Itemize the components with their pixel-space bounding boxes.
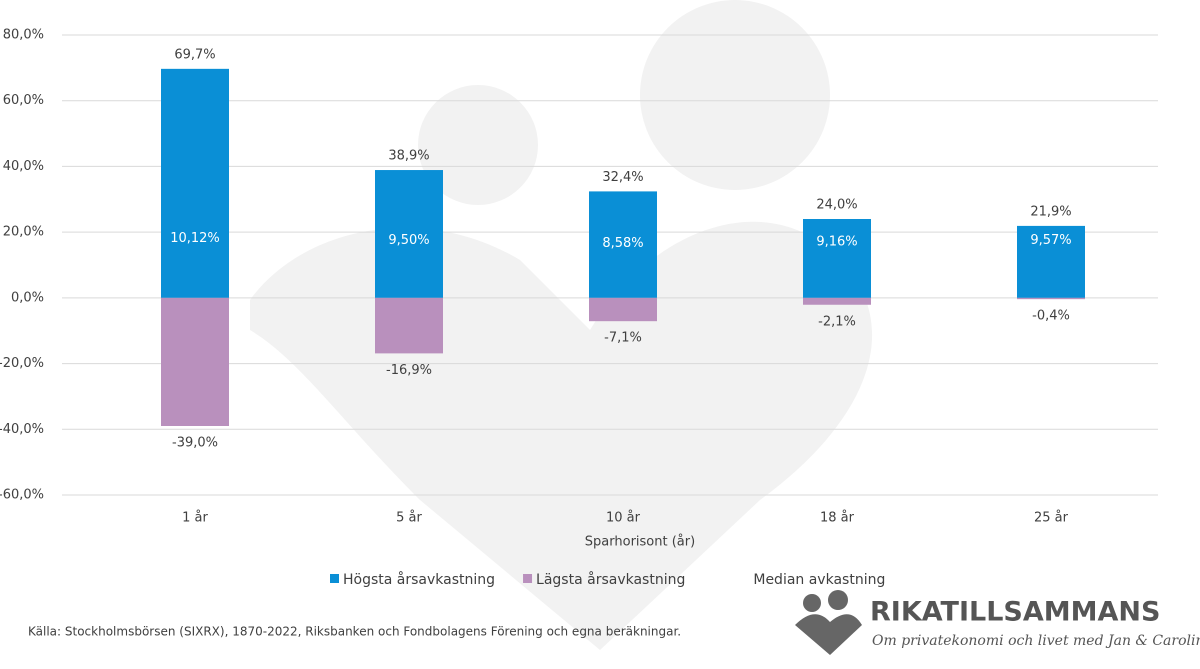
y-tick-label: -40,0% [0,422,44,437]
logo-tagline: Om privatekonomi och livet med Jan & Car… [872,633,1200,649]
y-tick-label: 0,0% [11,290,44,305]
x-tick-label: 5 år [396,511,422,526]
bar [375,170,443,298]
source: Källa: Stockholmsbörsen (SIXRX), 1870-20… [28,625,681,639]
bar [161,68,229,298]
y-tick-label: -60,0% [0,488,44,503]
y-tick-label: 20,0% [3,225,44,240]
bar [1017,297,1085,300]
median-label: 9,50% [388,233,429,248]
data-label: 24,0% [816,198,857,213]
median-label: 8,58% [602,236,643,251]
x-tick-label: 18 år [820,511,855,526]
data-label: 32,4% [602,170,643,185]
x-axis-title: Sparhorisont (år) [585,535,695,550]
legend-label: Median avkastning [753,572,885,588]
data-label: 38,9% [388,149,429,164]
legend-label: Lägsta årsavkastning [536,571,685,588]
legend-swatch [523,574,533,583]
y-tick-label: 60,0% [3,93,44,108]
bar [1017,225,1085,298]
x-tick-label: 1 år [182,511,208,526]
y-tick-label: 80,0% [3,28,44,43]
data-label: -7,1% [604,331,642,346]
watermark [250,0,873,650]
legend-label: Högsta årsavkastning [343,571,495,588]
y-tick-label: 40,0% [3,159,44,174]
data-label: -0,4% [1032,309,1070,324]
bar [161,297,229,426]
data-label: 69,7% [174,47,215,62]
bar [803,297,871,305]
data-label: -16,9% [386,363,432,378]
bar [589,191,657,298]
logo: RIKATILLSAMMANS Om privatekonomi och liv… [795,590,1200,655]
y-tick-label: -20,0% [0,356,44,371]
data-label: -2,1% [818,314,856,329]
data-label: 21,9% [1030,204,1071,219]
bar [589,297,657,322]
bar [803,219,871,298]
median-label: 10,12% [170,231,220,246]
data-label: -39,0% [172,436,218,451]
logo-name: RIKATILLSAMMANS [870,597,1160,628]
median-label: 9,16% [816,234,857,249]
median-label: 9,57% [1030,233,1071,248]
x-tick-label: 25 år [1034,511,1069,526]
bar [375,297,443,354]
x-tick-label: 10 år [606,511,641,526]
legend-swatch [330,574,339,583]
